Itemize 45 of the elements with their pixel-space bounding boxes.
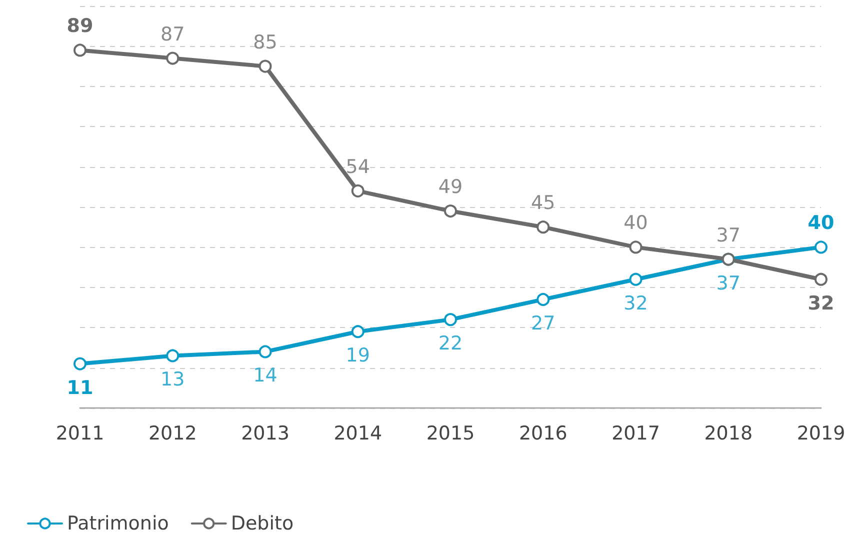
data-label: 37 [716,224,740,246]
x-tick-label: 2016 [518,422,568,444]
data-label: 87 [160,23,185,46]
point [814,272,828,286]
x-tick-label: 2013 [241,422,290,444]
data-label: 89 [66,15,94,38]
data-label: 32 [624,292,648,314]
data-label: 14 [253,364,278,387]
data-label: 27 [531,312,556,334]
data-label: 49 [438,176,463,198]
point [629,240,642,254]
data-label: 19 [346,344,370,367]
x-tick-label: 2014 [334,422,382,444]
legend-label: Debito [230,512,294,534]
data-label: 11 [66,376,94,399]
data-label: 40 [808,212,834,234]
point [74,44,86,57]
point [351,184,364,198]
x-tick-label: 2012 [148,422,197,444]
point [536,292,550,306]
point [166,349,180,362]
x-tick-label: 2015 [426,422,475,444]
point [444,204,457,218]
point [351,325,364,338]
data-label: 40 [624,212,648,234]
data-label: 37 [716,272,740,294]
x-tick-label: 2017 [612,422,660,444]
data-label: 45 [531,192,556,214]
point [74,357,86,370]
point [629,272,642,286]
point [814,240,828,254]
data-label: 54 [346,156,370,178]
data-label: 85 [253,31,278,54]
x-tick-label: 2018 [704,422,753,444]
point [536,220,550,234]
point [258,345,272,358]
data-label: 32 [808,292,834,314]
x-tick-label: 2011 [56,422,104,444]
point [444,313,457,326]
data-label: 22 [438,332,463,355]
point [258,60,272,73]
point [166,52,180,65]
data-label: 13 [160,368,185,391]
x-tick-label: 2019 [796,422,846,444]
legend-label: Patrimonio [67,512,169,534]
